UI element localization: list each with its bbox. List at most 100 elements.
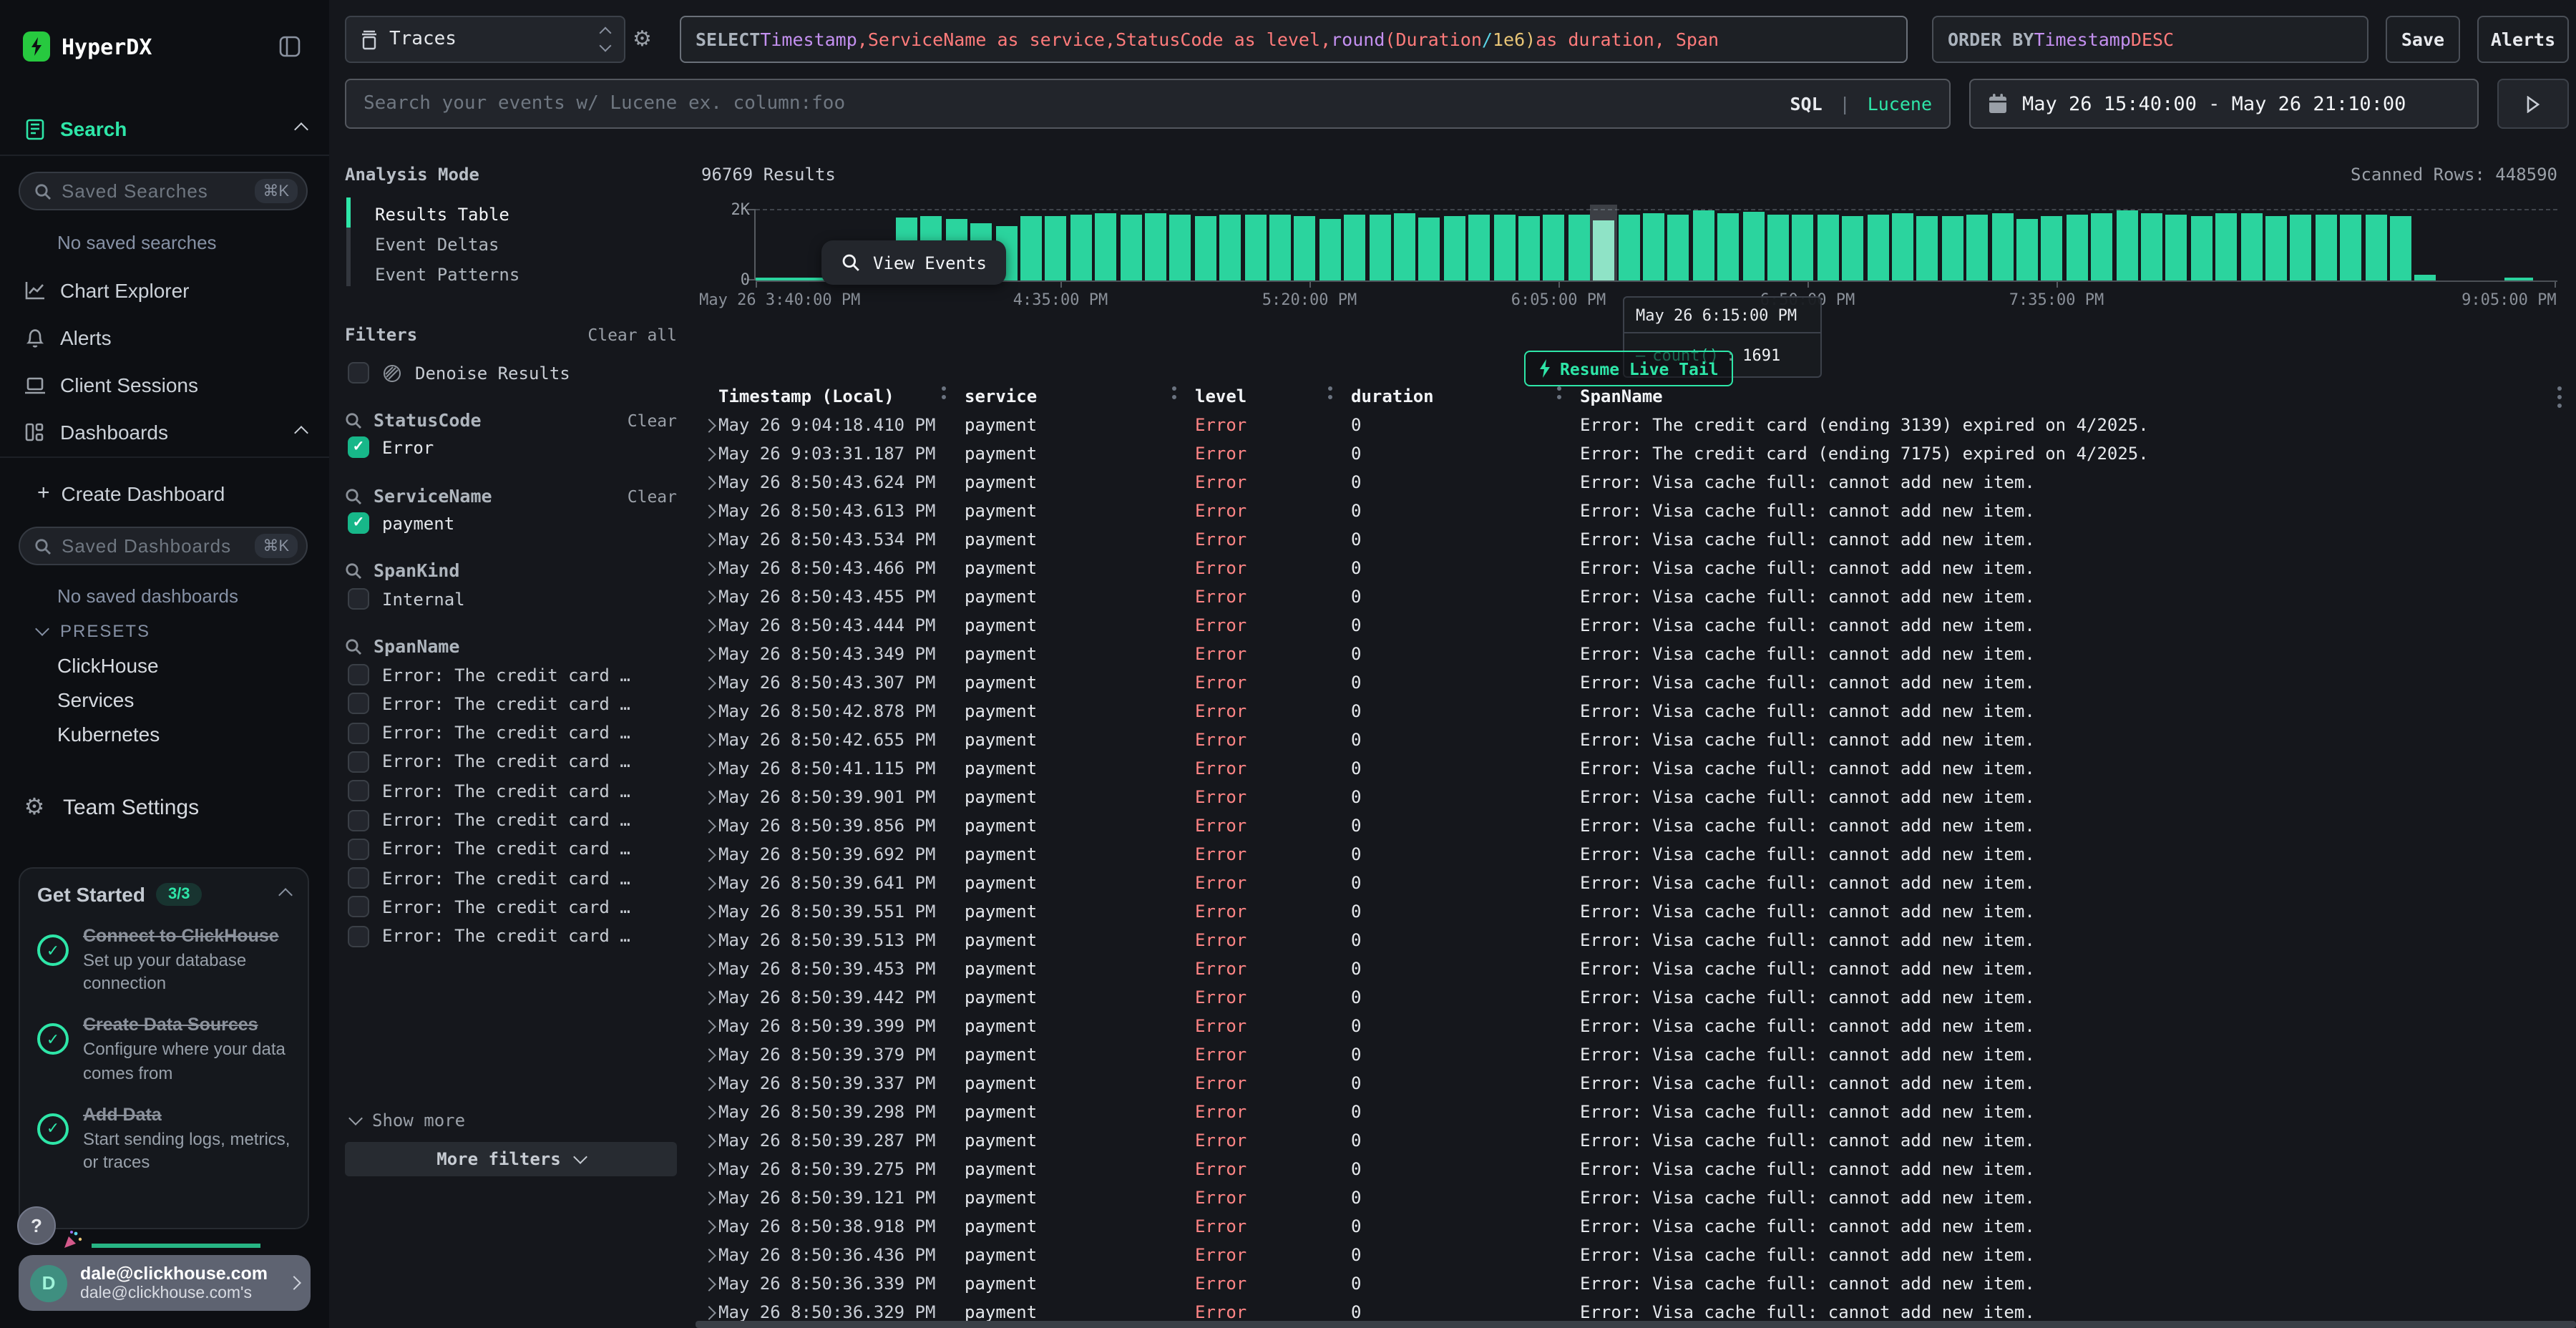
histogram-bar[interactable]: [2141, 213, 2162, 280]
table-row[interactable]: May 26 8:50:41.115 PMpaymentError0Error:…: [696, 754, 2567, 783]
view-events-button[interactable]: View Events: [821, 240, 1007, 285]
histogram-bar[interactable]: [1045, 216, 1067, 280]
sql-mode-toggle[interactable]: SQL: [1790, 93, 1822, 114]
histogram-bar[interactable]: [1618, 215, 1639, 280]
table-row[interactable]: May 26 8:50:43.534 PMpaymentError0Error:…: [696, 525, 2567, 554]
table-row[interactable]: May 26 8:50:39.453 PMpaymentError0Error:…: [696, 954, 2567, 983]
row-expand-chevron-icon[interactable]: [702, 1220, 716, 1234]
table-row[interactable]: May 26 8:50:39.442 PMpaymentError0Error:…: [696, 983, 2567, 1012]
table-row[interactable]: May 26 8:50:43.624 PMpaymentError0Error:…: [696, 468, 2567, 497]
checkbox-unchecked[interactable]: [348, 867, 369, 889]
filter-option-spanname[interactable]: Error: The credit card …: [348, 664, 630, 685]
sidebar-item-dashboards[interactable]: Dashboards: [23, 421, 306, 444]
row-expand-chevron-icon[interactable]: [702, 619, 716, 633]
row-expand-chevron-icon[interactable]: [702, 1306, 716, 1320]
event-search-input[interactable]: Search your events w/ Lucene ex. column:…: [345, 79, 1951, 129]
histogram-bar[interactable]: [1792, 215, 1814, 280]
column-resize-handle[interactable]: [1172, 386, 1176, 404]
search-icon[interactable]: [345, 487, 362, 504]
row-expand-chevron-icon[interactable]: [702, 648, 716, 662]
histogram-bar[interactable]: [2191, 216, 2212, 280]
filter-option-spanname[interactable]: Error: The credit card …: [348, 809, 630, 831]
row-expand-chevron-icon[interactable]: [702, 1105, 716, 1120]
col-spanname[interactable]: SpanName: [1580, 382, 1663, 411]
histogram-bar[interactable]: [1668, 215, 1689, 280]
histogram-bar[interactable]: [1219, 215, 1241, 280]
table-row[interactable]: May 26 8:50:39.513 PMpaymentError0Error:…: [696, 926, 2567, 954]
table-row[interactable]: May 26 8:50:43.466 PMpaymentError0Error:…: [696, 554, 2567, 582]
row-expand-chevron-icon[interactable]: [702, 1134, 716, 1148]
histogram-bar[interactable]: [1294, 216, 1316, 280]
histogram-bar[interactable]: [1344, 215, 1365, 280]
histogram-bar[interactable]: [1917, 216, 1938, 280]
histogram-bar[interactable]: [2166, 215, 2187, 280]
filter-option-spanname[interactable]: Error: The credit card …: [348, 839, 630, 860]
filter-option-payment[interactable]: ✓ payment: [348, 512, 454, 534]
table-row[interactable]: May 26 8:50:43.444 PMpaymentError0Error:…: [696, 611, 2567, 640]
col-level[interactable]: level: [1195, 382, 1246, 411]
row-expand-chevron-icon[interactable]: [702, 934, 716, 948]
sidebar-item-chart-explorer[interactable]: Chart Explorer: [23, 279, 306, 302]
results-histogram[interactable]: 2K 0 May 26 3:40:00 PM4:35:00 PM5:20:00 …: [756, 205, 2557, 280]
column-resize-handle[interactable]: [1328, 386, 1332, 404]
row-expand-chevron-icon[interactable]: [702, 1163, 716, 1177]
table-row[interactable]: May 26 8:50:39.337 PMpaymentError0Error:…: [696, 1069, 2567, 1098]
row-expand-chevron-icon[interactable]: [702, 991, 716, 1005]
table-row[interactable]: May 26 9:04:18.410 PMpaymentError0Error:…: [696, 411, 2567, 439]
resume-live-tail-button[interactable]: Resume Live Tail: [1524, 351, 1733, 386]
histogram-bar[interactable]: [1319, 219, 1341, 280]
row-expand-chevron-icon[interactable]: [702, 1191, 716, 1206]
histogram-bar[interactable]: [1568, 215, 1590, 280]
histogram-bar[interactable]: [2016, 219, 2038, 280]
table-row[interactable]: May 26 8:50:43.349 PMpaymentError0Error:…: [696, 640, 2567, 668]
histogram-bar[interactable]: [1468, 215, 1490, 280]
row-expand-chevron-icon[interactable]: [702, 848, 716, 862]
sql-select-editor[interactable]: SELECT Timestamp, ServiceName as service…: [680, 16, 1908, 63]
search-icon[interactable]: [345, 411, 362, 429]
preset-kubernetes[interactable]: Kubernetes: [57, 723, 160, 746]
histogram-bar[interactable]: [1369, 215, 1390, 280]
checkbox-unchecked[interactable]: [348, 588, 369, 610]
filter-option-error[interactable]: ✓ Error: [348, 436, 434, 458]
checkbox-unchecked[interactable]: [348, 839, 369, 860]
checklist-item[interactable]: ✓ Connect to ClickHouse Set up your data…: [37, 926, 291, 995]
source-select[interactable]: Traces: [345, 16, 625, 63]
alerts-button[interactable]: Alerts: [2477, 16, 2569, 63]
presets-toggle[interactable]: PRESETS: [37, 621, 150, 641]
table-row[interactable]: May 26 8:50:43.307 PMpaymentError0Error:…: [696, 668, 2567, 697]
filter-option-spanname[interactable]: Error: The credit card …: [348, 780, 630, 801]
row-expand-chevron-icon[interactable]: [702, 419, 716, 433]
col-timestamp[interactable]: Timestamp (Local): [718, 382, 894, 411]
checklist-item[interactable]: ✓ Create Data Sources Configure where yo…: [37, 1015, 291, 1085]
mode-event-deltas[interactable]: Event Deltas: [375, 235, 499, 255]
checkbox-checked[interactable]: ✓: [348, 512, 369, 534]
histogram-bar[interactable]: [1518, 216, 1540, 280]
filter-option-spanname[interactable]: Error: The credit card …: [348, 867, 630, 889]
create-dashboard-button[interactable]: + Create Dashboard: [37, 481, 225, 505]
histogram-bar[interactable]: [1394, 213, 1415, 280]
histogram-bar[interactable]: [2265, 216, 2287, 280]
checkbox-unchecked[interactable]: [348, 722, 369, 743]
clear-all-button[interactable]: Clear all: [587, 325, 677, 345]
table-row[interactable]: May 26 8:50:36.436 PMpaymentError0Error:…: [696, 1241, 2567, 1269]
checkbox-unchecked[interactable]: [348, 693, 369, 715]
lucene-mode-toggle[interactable]: Lucene: [1868, 93, 1932, 114]
row-expand-chevron-icon[interactable]: [702, 791, 716, 805]
sidebar-item-client-sessions[interactable]: Client Sessions: [23, 374, 306, 396]
checkbox-unchecked[interactable]: [348, 362, 369, 384]
histogram-bar[interactable]: [1095, 213, 1116, 280]
denoise-checkbox-row[interactable]: Denoise Results: [348, 362, 570, 384]
histogram-bar[interactable]: [1991, 213, 2013, 280]
row-expand-chevron-icon[interactable]: [702, 1020, 716, 1034]
preset-clickhouse[interactable]: ClickHouse: [57, 654, 159, 677]
help-button[interactable]: ?: [17, 1206, 56, 1245]
checkbox-checked[interactable]: ✓: [348, 436, 369, 458]
histogram-bar[interactable]: [1742, 212, 1764, 280]
table-row[interactable]: May 26 8:50:38.918 PMpaymentError0Error:…: [696, 1212, 2567, 1241]
checkbox-unchecked[interactable]: [348, 780, 369, 801]
filter-option-spanname[interactable]: Error: The credit card …: [348, 722, 630, 743]
histogram-bar[interactable]: [1543, 215, 1565, 280]
time-range-picker[interactable]: May 26 15:40:00 - May 26 21:10:00: [1969, 79, 2479, 129]
row-expand-chevron-icon[interactable]: [702, 733, 716, 748]
checkbox-unchecked[interactable]: [348, 809, 369, 831]
